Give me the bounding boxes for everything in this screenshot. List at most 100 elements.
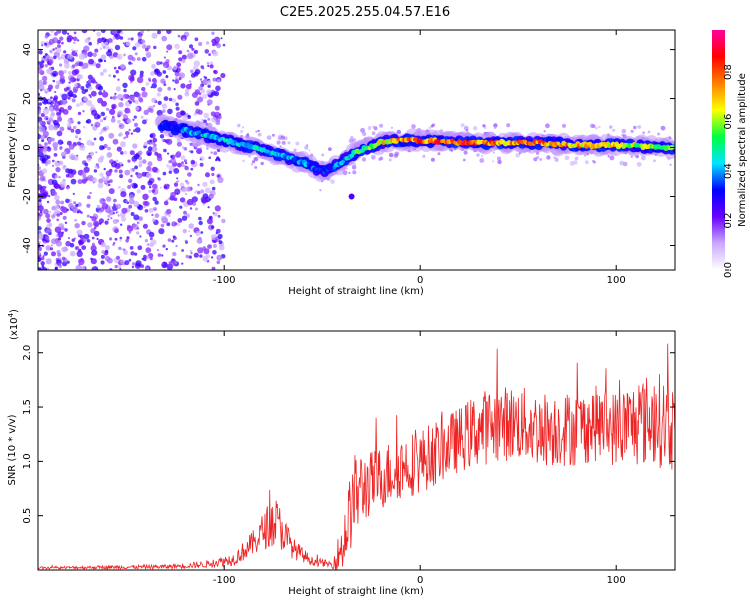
speckle-mark (330, 179, 335, 184)
speckle-mark (222, 43, 226, 47)
speckle-mark (121, 164, 124, 167)
speckle-mark (90, 90, 97, 97)
speckle-mark (216, 79, 221, 83)
speckle-mark (211, 266, 216, 270)
speckle-mark (594, 126, 598, 130)
speckle-mark (69, 89, 72, 93)
speckle-mark (52, 70, 58, 77)
speckle-mark (132, 99, 136, 103)
speckle-mark (38, 243, 41, 246)
speckle-mark (160, 215, 168, 222)
speckle-mark (149, 108, 154, 114)
speckle-mark (175, 244, 178, 248)
speckle-mark (131, 57, 136, 62)
speckle-mark (179, 205, 183, 209)
speckle-mark (128, 61, 132, 65)
speckle-mark (266, 135, 272, 141)
speckle-mark (101, 176, 106, 180)
speckle-mark (64, 151, 67, 154)
speckle-mark (113, 241, 116, 245)
speckle-mark (73, 201, 77, 205)
speckle-mark (200, 196, 208, 203)
speckle-mark (191, 196, 198, 203)
speckle-mark (160, 223, 165, 228)
speckle-mark (38, 199, 42, 202)
chart-title: C2E5.2025.255.04.57.E16 (280, 5, 450, 20)
speckle-mark (149, 237, 153, 241)
spectrogram-ticks: -100 0 100 -40 -20 0 20 40 (22, 30, 675, 286)
speckle-mark (114, 237, 118, 241)
speckle-mark (95, 151, 98, 154)
speckle-mark (54, 174, 59, 179)
snr-multiplier: (x104) (7, 309, 20, 340)
speckle-mark (143, 254, 147, 259)
speckle-mark (187, 172, 192, 177)
speckle-mark (176, 62, 182, 68)
speckle-mark (90, 245, 97, 252)
speckle-mark (103, 46, 106, 49)
speckle-mark (107, 146, 111, 151)
speckle-mark (113, 198, 117, 203)
speckle-mark (492, 151, 495, 154)
speckle-mark (287, 141, 291, 145)
speckle-mark (176, 177, 179, 180)
speckle-mark (81, 30, 88, 34)
speckle-mark (151, 97, 157, 103)
speckle-mark (125, 131, 130, 136)
speckle-mark (76, 154, 79, 157)
spectrogram-panel: -100 0 100 -40 -20 0 20 40 Height of straight l… (7, 29, 676, 297)
speckle-mark (194, 37, 199, 42)
speckle-mark (76, 229, 83, 236)
speckle-mark (38, 267, 42, 270)
speckle-mark (68, 144, 75, 150)
speckle-mark (101, 42, 106, 48)
speckle-mark (113, 160, 116, 163)
speckle-mark (98, 218, 104, 224)
speckle-mark (77, 141, 81, 146)
speckle-mark (80, 265, 86, 270)
speckle-mark (183, 210, 187, 215)
speckle-mark (142, 119, 147, 125)
speckle-mark (103, 59, 107, 63)
speckle-mark (49, 114, 54, 119)
speckle-mark (212, 50, 219, 57)
speckle-mark (42, 267, 48, 270)
speckle-mark (112, 36, 116, 40)
speckle-mark (208, 156, 211, 159)
speckle-mark (73, 31, 77, 35)
snr-ytick-label: 1.5 (22, 399, 33, 415)
speckle-mark (62, 109, 69, 115)
speckle-mark (154, 68, 159, 73)
speckle-mark (411, 124, 416, 129)
speckle-mark (128, 178, 133, 183)
speckle-mark (126, 236, 130, 240)
speckle-mark (194, 145, 198, 148)
speckle-mark (589, 123, 595, 128)
speckle-mark (660, 125, 666, 131)
speckle-mark (220, 72, 226, 79)
speckle-mark (59, 146, 63, 150)
speckle-mark (154, 200, 159, 205)
speckle-mark (41, 87, 45, 91)
speckle-mark (68, 153, 75, 160)
colorbar-tick-label: 0.6 (723, 114, 734, 130)
speckle-mark (131, 62, 134, 65)
speckle-mark (308, 149, 311, 152)
colorbar: 0.0 0.2 0.4 0.6 0.8 Normalized spectral ampl… (712, 30, 748, 278)
speckle-mark (101, 100, 107, 107)
speckle-mark (108, 74, 112, 77)
speckle-mark (127, 159, 131, 163)
speckle-mark (211, 38, 217, 44)
speckle-mark (202, 181, 208, 188)
speckle-mark (215, 117, 221, 123)
speckle-mark (240, 129, 244, 134)
speckle-mark (193, 252, 199, 258)
speckle-mark (175, 106, 180, 111)
speckle-mark (203, 119, 207, 124)
speckle-mark (106, 50, 113, 57)
speckle-mark (388, 152, 394, 158)
speckle-mark (74, 62, 79, 67)
speckle-mark (127, 185, 132, 189)
speckle-mark (168, 160, 172, 164)
speckle-mark (214, 111, 221, 118)
